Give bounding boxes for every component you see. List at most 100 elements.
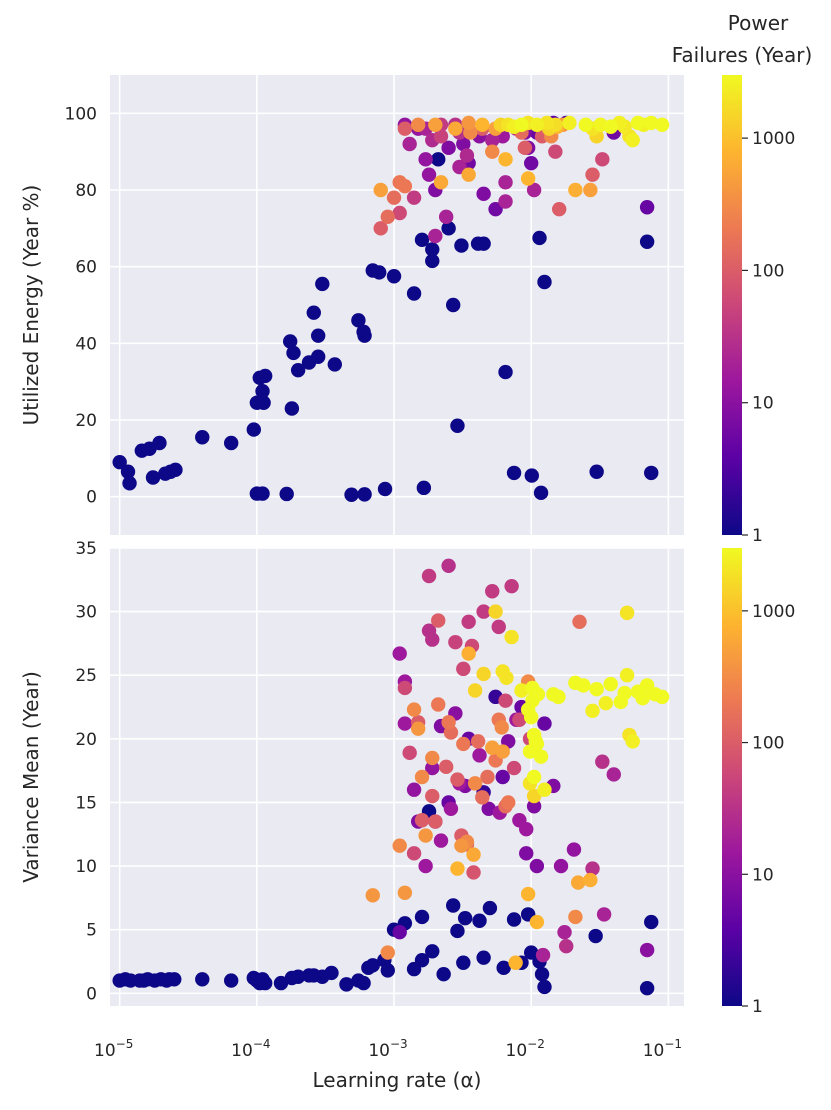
bottom-data-point	[559, 939, 574, 954]
bottom-data-point	[431, 697, 446, 712]
top-data-point	[433, 175, 449, 190]
bottom-data-point	[526, 769, 542, 785]
top-data-point	[639, 234, 655, 249]
bottom-data-point	[529, 914, 545, 930]
x-tick-label: 10−5	[94, 1037, 133, 1061]
bottom-data-point	[431, 613, 446, 628]
top-data-point	[223, 435, 239, 451]
top-data-point	[448, 121, 463, 136]
bottom-y-tick-label: 20	[75, 730, 97, 750]
top-data-point	[256, 395, 271, 410]
top-data-point	[428, 117, 443, 133]
top-data-point	[537, 274, 552, 290]
top-data-point	[450, 418, 465, 433]
bottom-data-point	[466, 847, 481, 862]
bottom-data-point	[508, 955, 523, 970]
top-data-point	[168, 462, 183, 478]
bottom-data-point	[514, 683, 529, 698]
top-data-point	[122, 476, 137, 491]
top-data-point	[498, 364, 513, 380]
bottom-data-point	[617, 685, 632, 701]
top-data-point	[377, 481, 393, 497]
top-data-point	[380, 209, 395, 225]
bottom-data-point	[535, 947, 551, 963]
top-data-point	[351, 313, 366, 328]
top-data-point	[644, 115, 659, 131]
bottom-data-point	[461, 646, 476, 661]
bottom-data-point	[380, 963, 395, 978]
bottom-data-point	[635, 690, 650, 706]
bottom-data-point	[480, 769, 495, 785]
top-data-point	[475, 117, 490, 133]
top-data-point	[410, 117, 426, 133]
bottom-data-point	[557, 925, 572, 940]
bottom-data-point	[397, 680, 413, 696]
bottom-data-point	[438, 759, 454, 775]
bottom-data-point	[499, 670, 514, 685]
bottom-data-point	[572, 614, 587, 629]
top-data-point	[428, 228, 443, 244]
colorbar-title-line1: Power	[728, 11, 789, 35]
bottom-data-point	[476, 950, 491, 965]
top-data-point	[454, 238, 469, 253]
bottom-data-point	[433, 833, 449, 848]
top-data-point	[246, 422, 261, 437]
top-data-point	[392, 175, 407, 190]
top-data-point	[425, 242, 440, 257]
bottom-data-point	[526, 799, 542, 814]
top-data-point	[145, 470, 161, 485]
top-data-point	[327, 357, 342, 372]
bottom-data-point	[519, 846, 534, 861]
bottom-data-point	[406, 702, 422, 717]
top-data-point	[562, 115, 577, 131]
bottom-data-point	[356, 975, 371, 991]
top-data-point	[529, 117, 545, 133]
bottom-data-point	[598, 696, 614, 711]
top-data-point	[583, 182, 598, 198]
top-data-point	[286, 345, 301, 361]
bottom-data-point	[501, 795, 516, 810]
bottom-data-point	[380, 945, 395, 960]
top-data-point	[551, 201, 567, 217]
bottom-y-tick-label: 15	[75, 793, 97, 813]
top-data-point	[344, 487, 359, 502]
top-data-point	[644, 465, 659, 481]
top-data-point	[282, 334, 298, 349]
top-y-axis-label: Utilized Energy (Year %)	[19, 185, 43, 426]
top-data-point	[418, 152, 433, 167]
x-axis-label: Learning rate (α)	[313, 1068, 482, 1092]
top-data-point	[526, 182, 542, 198]
bottom-y-tick-labels: 0 5 10 15 20 25 30 35	[75, 539, 97, 1004]
bottom-data-point	[529, 858, 545, 874]
colorbar-tick-label: 1000	[752, 129, 795, 149]
bottom-data-point	[273, 975, 289, 991]
top-data-point	[255, 384, 270, 399]
bottom-data-point	[290, 969, 306, 984]
top-data-point	[257, 368, 273, 384]
bottom-data-point	[606, 767, 621, 782]
top-data-point	[414, 232, 430, 248]
top-y-tick-label: 80	[75, 181, 97, 201]
bottom-data-point	[392, 838, 407, 853]
top-panel: 0 20 40 60 80 100 Utilized Energy (Year %)	[19, 75, 684, 535]
bottom-data-point	[576, 678, 591, 693]
bottom-data-point	[585, 861, 600, 876]
top-data-point	[397, 121, 413, 136]
bottom-data-point	[566, 842, 582, 857]
top-data-point	[441, 221, 456, 236]
top-data-point	[625, 132, 640, 148]
top-data-point	[498, 175, 513, 190]
top-data-point	[456, 136, 471, 152]
top-data-point	[416, 480, 432, 496]
bottom-data-point	[498, 693, 513, 708]
top-data-point	[357, 487, 372, 502]
bottom-data-point	[625, 734, 640, 749]
bottom-data-point	[534, 966, 550, 982]
bottom-data-point	[476, 604, 491, 619]
colorbar-top-gradient	[722, 75, 742, 535]
bottom-data-point	[425, 632, 440, 647]
top-data-point	[485, 132, 500, 148]
bottom-data-point	[520, 886, 536, 902]
bottom-data-point	[504, 578, 519, 594]
bottom-data-point	[397, 885, 413, 900]
